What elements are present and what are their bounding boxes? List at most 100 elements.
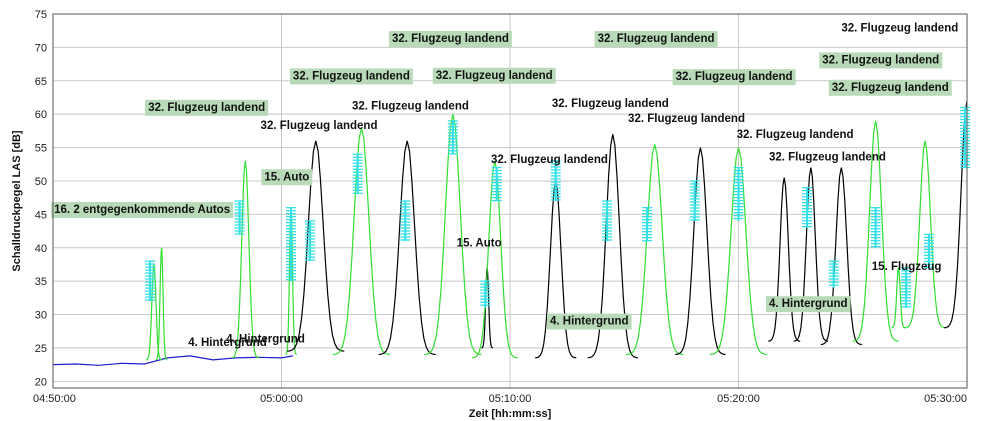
- level-peak: [675, 147, 726, 356]
- annotation-label: 32. Flugzeug landend: [737, 129, 854, 141]
- y-tick-label: 35: [35, 276, 47, 288]
- event-marker: [602, 200, 613, 242]
- annotation-box: [145, 99, 269, 116]
- event-annotation: 32. Flugzeug landend: [261, 120, 378, 132]
- level-peak: [471, 160, 518, 359]
- annotation-label: 4. Hintergrund: [769, 298, 848, 310]
- annotation-box: [51, 202, 234, 219]
- event-annotation: 32. Flugzeug landend: [352, 101, 469, 113]
- y-tick-label: 20: [35, 376, 47, 388]
- annotation-box: [388, 31, 512, 48]
- annotation-box: [432, 67, 556, 84]
- event-annotation: 32. Flugzeug landend: [828, 79, 952, 96]
- level-peak: [626, 144, 684, 356]
- level-peak: [378, 140, 436, 356]
- event-marker: [642, 207, 653, 242]
- y-tick-label: 25: [35, 343, 47, 355]
- event-annotation: 32. Flugzeug landend: [819, 52, 943, 69]
- event-marker: [480, 280, 491, 308]
- event-annotation: 32. Flugzeug landend: [737, 129, 854, 141]
- annotation-box: [594, 31, 718, 48]
- event-marker: [550, 160, 561, 201]
- event-marker: [923, 233, 934, 269]
- annotation-label: 32. Flugzeug landend: [628, 113, 745, 125]
- level-peak: [287, 140, 345, 352]
- x-tick-label: 05:20:00: [717, 393, 760, 405]
- event-marker: [870, 207, 881, 248]
- annotation-label: 32. Flugzeug landend: [769, 151, 886, 163]
- annotation-label: 32. Flugzeug landend: [676, 71, 793, 83]
- annotation-label: 16. 2 entgegenkommende Autos: [54, 204, 230, 216]
- event-annotation: 15. Auto: [457, 237, 502, 249]
- event-marker: [286, 207, 297, 282]
- annotation-box: [289, 68, 413, 85]
- event-annotation: 32. Flugzeug landend: [491, 154, 608, 166]
- y-axis-ticks: 20 25 30 35 40 45 50 55 60 65 70 75: [35, 9, 47, 388]
- event-annotation: 32. Flugzeug landend: [289, 68, 413, 85]
- event-annotation: 32. Flugzeug landend: [769, 151, 886, 163]
- annotation-label: 32. Flugzeug landend: [261, 120, 378, 132]
- event-marker: [234, 200, 245, 235]
- event-marker: [305, 220, 316, 262]
- y-tick-label: 60: [35, 109, 47, 121]
- annotation-label: 4. Hintergrund: [188, 337, 267, 349]
- y-tick-label: 70: [35, 42, 47, 54]
- y-tick-label: 75: [35, 9, 47, 21]
- annotation-label: 4. Hintergrund: [550, 316, 629, 328]
- annotation-label: 32. Flugzeug landend: [436, 70, 553, 82]
- level-peak: [820, 167, 862, 346]
- event-marker: [689, 180, 700, 222]
- event-annotation: 32. Flugzeug landend: [145, 99, 269, 116]
- annotation-box: [828, 79, 952, 96]
- level-peak: [793, 167, 829, 342]
- annotation-label: 32. Flugzeug landend: [491, 154, 608, 166]
- plot-frame: [52, 13, 968, 389]
- annotation-label: 32. Flugzeug landend: [822, 54, 939, 66]
- event-marker: [802, 186, 813, 228]
- level-peak: [891, 267, 906, 329]
- event-marker: [960, 106, 971, 169]
- event-annotation: 32. Flugzeug landend: [594, 31, 718, 48]
- event-annotation: 32. Flugzeug landend: [552, 98, 669, 110]
- x-tick-label: 05:00:00: [260, 393, 303, 405]
- annotation-label: 15. Auto: [264, 171, 309, 183]
- y-tick-label: 40: [35, 243, 47, 255]
- event-annotation: 32. Flugzeug landend: [432, 67, 556, 84]
- y-tick-label: 55: [35, 143, 47, 155]
- level-peak: [852, 120, 899, 342]
- annotation-label: 32. Flugzeug landend: [352, 101, 469, 113]
- annotation-label: 32. Flugzeug landend: [841, 22, 958, 34]
- annotation-label: 32. Flugzeug landend: [598, 33, 715, 45]
- event-annotation: 32. Flugzeug landend: [388, 31, 512, 48]
- level-peak: [709, 147, 768, 356]
- x-tick-label: 04:50:00: [33, 393, 76, 405]
- annotation-label: 32. Flugzeug landend: [552, 98, 669, 110]
- event-marker: [352, 153, 363, 195]
- annotation-label: 15. Flugzeug: [872, 261, 942, 273]
- level-peak: [424, 114, 482, 356]
- event-annotation: 4. Hintergrund: [765, 296, 851, 313]
- annotation-layer: 16. 2 entgegenkommende Autos 4. Hintergru…: [51, 22, 958, 349]
- level-peak: [768, 177, 801, 342]
- annotation-box: [672, 69, 796, 86]
- x-tick-label: 05:30:00: [924, 393, 967, 405]
- x-axis-ticks: 04:50:00 05:00:00 05:10:00 05:20:00 05:30:00: [33, 393, 967, 405]
- level-peak: [587, 134, 639, 359]
- annotation-box: [546, 313, 632, 330]
- event-annotation: 15. Flugzeug: [872, 261, 942, 273]
- event-annotation: 15. Auto: [261, 169, 313, 186]
- series-line: [52, 355, 294, 366]
- event-annotation: 4. Hintergrund: [546, 313, 632, 330]
- event-annotation: 16. 2 entgegenkommende Autos: [51, 202, 234, 219]
- event-marker: [733, 166, 744, 222]
- event-annotation: 32. Flugzeug landend: [841, 22, 958, 34]
- annotation-label: 15. Auto: [457, 237, 502, 249]
- level-peak: [332, 127, 391, 356]
- y-tick-label: 45: [35, 209, 47, 221]
- annotation-label: 32. Flugzeug landend: [832, 82, 949, 94]
- y-tick-label: 30: [35, 310, 47, 322]
- annotation-box: [261, 169, 313, 186]
- annotation-label: 4. Hintergrund: [226, 334, 305, 346]
- event-annotation: 4. Hintergrund: [226, 334, 305, 346]
